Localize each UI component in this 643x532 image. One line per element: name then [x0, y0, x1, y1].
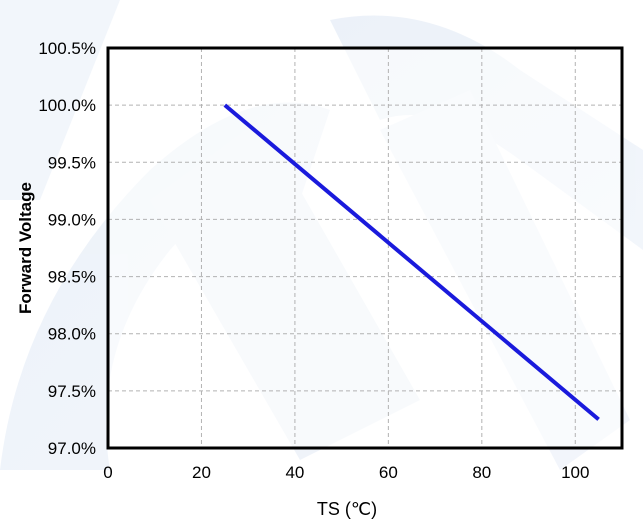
y-tick-label: 99.5% [48, 153, 96, 172]
plot-border [106, 46, 624, 450]
x-tick-label: 40 [285, 463, 304, 482]
x-axis-ticks: 0 20 40 60 80 100 [103, 463, 589, 482]
x-tick-label: 20 [192, 463, 211, 482]
x-tick-label: 0 [103, 463, 112, 482]
x-axis-label: TS (℃) [317, 499, 377, 519]
plot-area [108, 48, 622, 448]
x-tick-label: 60 [379, 463, 398, 482]
series-layer [106, 46, 624, 450]
y-tick-label: 97.0% [48, 439, 96, 458]
y-tick-label: 98.5% [48, 268, 96, 287]
y-axis-label: Forward Voltage [16, 182, 35, 314]
y-axis-ticks: 97.0% 97.5% 98.0% 98.5% 99.0% 99.5% 100.0% 100.… [38, 39, 96, 458]
y-tick-label: 98.0% [48, 325, 96, 344]
y-tick-label: 97.5% [48, 382, 96, 401]
x-tick-label: 100 [561, 463, 589, 482]
y-tick-label: 99.0% [48, 210, 96, 229]
y-tick-label: 100.0% [38, 96, 96, 115]
series-line [223, 103, 600, 421]
x-tick-label: 80 [472, 463, 491, 482]
y-tick-label: 100.5% [38, 39, 96, 58]
